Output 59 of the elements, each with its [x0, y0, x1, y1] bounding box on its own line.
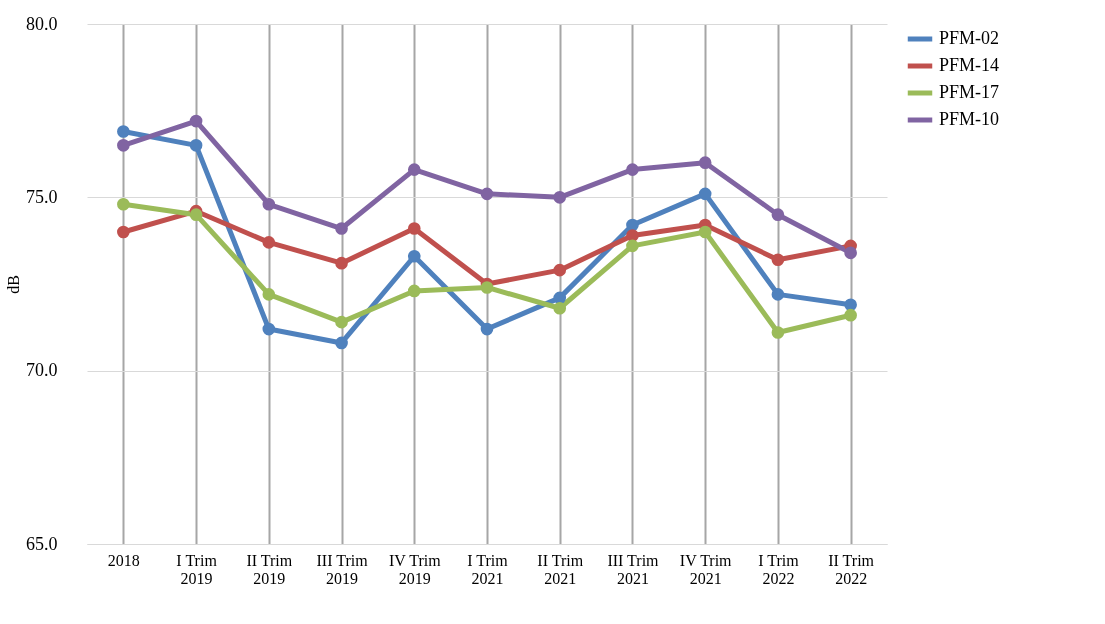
legend-label: PFM-17 [939, 82, 1000, 102]
point [262, 236, 276, 249]
x-tick-label: II Trim 2021 [537, 551, 584, 587]
point [553, 263, 567, 277]
point [407, 284, 421, 298]
point [262, 322, 276, 336]
point [262, 288, 276, 301]
x-tick-label: I Trim 2022 [758, 551, 800, 587]
x-tick-label: III Trim 2019 [316, 551, 369, 587]
point [117, 225, 130, 239]
x-tick-label: 2018 [107, 551, 140, 569]
point [844, 308, 857, 322]
point [844, 246, 857, 260]
point [771, 253, 785, 267]
point [771, 208, 785, 221]
legend-label: PFM-14 [939, 55, 1000, 75]
point [335, 315, 348, 329]
x-tick-label: II Trim 2022 [828, 551, 875, 587]
point [407, 222, 421, 235]
point [189, 208, 203, 221]
point [844, 298, 857, 312]
point [262, 197, 276, 211]
point [698, 225, 712, 239]
point [698, 156, 712, 169]
point [553, 301, 567, 315]
point [407, 163, 421, 176]
x-tick-label: I Trim 2021 [467, 551, 509, 587]
point [553, 191, 567, 204]
point [335, 336, 348, 350]
point [626, 229, 639, 242]
point [189, 114, 203, 128]
point [771, 326, 785, 339]
point [335, 256, 348, 270]
point [407, 249, 421, 263]
y-tick-label: 75.0 [26, 186, 58, 207]
point [771, 288, 785, 301]
point [480, 322, 494, 336]
y-axis-title: dB [5, 275, 22, 294]
point [480, 187, 494, 201]
y-tick-label: 80.0 [26, 13, 58, 34]
legend-label: PFM-02 [939, 28, 1000, 48]
y-tick-label: 70.0 [26, 360, 58, 381]
point [626, 218, 639, 232]
point [626, 239, 639, 253]
x-tick-label: IV Trim 2019 [388, 551, 442, 587]
point [698, 187, 712, 201]
x-tick-label: IV Trim 2021 [679, 551, 733, 587]
point [117, 125, 130, 138]
x-tick-label: II Trim 2019 [246, 551, 293, 587]
y-tick-label: 65.0 [26, 533, 58, 554]
point [480, 281, 494, 294]
point [626, 163, 639, 176]
x-tick-label: I Trim 2019 [176, 551, 218, 587]
point [117, 139, 130, 152]
point [189, 139, 203, 152]
point [335, 222, 348, 235]
legend-label: PFM-10 [939, 109, 1000, 129]
point [117, 197, 130, 211]
x-tick-label: III Trim 2021 [607, 551, 660, 587]
